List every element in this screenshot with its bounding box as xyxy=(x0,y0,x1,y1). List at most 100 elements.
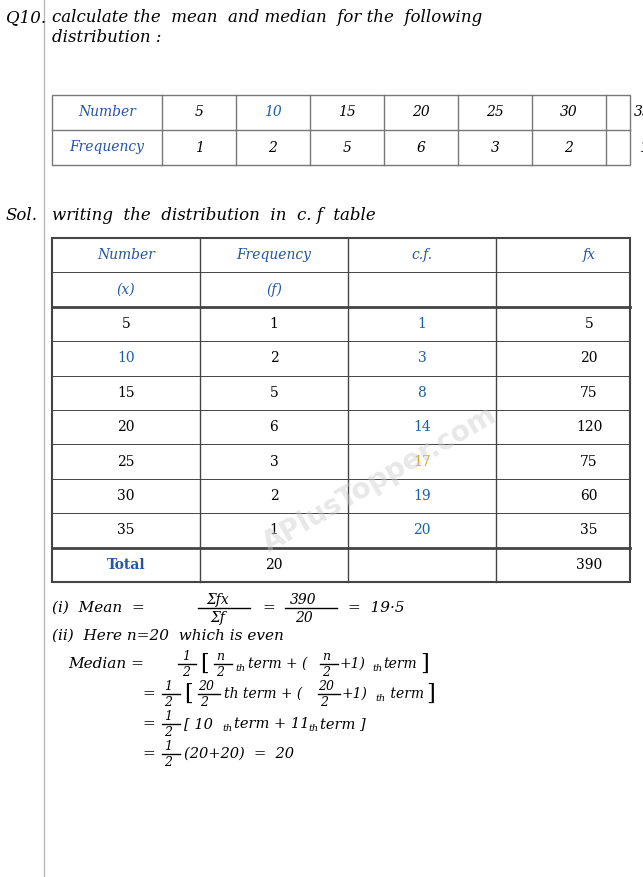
Text: 1: 1 xyxy=(164,740,172,753)
Text: 20: 20 xyxy=(198,681,214,694)
Text: th: th xyxy=(308,724,318,733)
Text: 2: 2 xyxy=(269,489,278,503)
Text: Σfx: Σfx xyxy=(206,593,229,607)
Text: 20: 20 xyxy=(413,524,431,538)
Text: 2: 2 xyxy=(565,140,574,154)
Text: 75: 75 xyxy=(580,454,598,468)
Text: Sol.: Sol. xyxy=(6,206,38,224)
Text: Total: Total xyxy=(107,558,145,572)
Text: 1: 1 xyxy=(269,317,278,331)
Text: 17: 17 xyxy=(413,454,431,468)
Text: [: [ xyxy=(184,683,193,705)
Text: ]: ] xyxy=(420,653,429,675)
Text: =  19·5: = 19·5 xyxy=(348,601,404,615)
Text: =: = xyxy=(262,601,275,615)
Text: 15: 15 xyxy=(117,386,135,400)
Text: 2: 2 xyxy=(320,695,328,709)
Text: Number: Number xyxy=(78,105,136,119)
Text: th: th xyxy=(235,664,245,673)
Bar xyxy=(52,238,630,582)
Text: n: n xyxy=(216,651,224,664)
Text: 15: 15 xyxy=(338,105,356,119)
Text: 30: 30 xyxy=(117,489,135,503)
Text: 5: 5 xyxy=(584,317,593,331)
Text: 2: 2 xyxy=(322,666,330,679)
Text: 1: 1 xyxy=(182,651,190,664)
Text: 2: 2 xyxy=(182,666,190,679)
Text: Σf: Σf xyxy=(210,611,225,625)
Text: 35: 35 xyxy=(117,524,135,538)
Text: 25: 25 xyxy=(486,105,504,119)
Text: 5: 5 xyxy=(122,317,131,331)
Text: 2: 2 xyxy=(269,352,278,366)
Text: writing  the  distribution  in  c. f  table: writing the distribution in c. f table xyxy=(52,206,376,224)
Text: Frequency: Frequency xyxy=(237,248,311,262)
Bar xyxy=(52,95,630,165)
Text: 20: 20 xyxy=(117,420,135,434)
Text: Number: Number xyxy=(97,248,155,262)
Text: 20: 20 xyxy=(295,611,312,625)
Text: 5: 5 xyxy=(195,105,203,119)
Text: 5: 5 xyxy=(343,140,352,154)
Text: 19: 19 xyxy=(413,489,431,503)
Text: =: = xyxy=(142,717,155,731)
Text: 10: 10 xyxy=(264,105,282,119)
Text: th: th xyxy=(375,694,385,703)
Text: 2: 2 xyxy=(216,666,224,679)
Text: 5: 5 xyxy=(269,386,278,400)
Text: term: term xyxy=(383,657,417,671)
Text: 3: 3 xyxy=(417,352,426,366)
Text: APlusTopper.com: APlusTopper.com xyxy=(258,402,502,559)
Text: [: [ xyxy=(200,653,209,675)
Text: 6: 6 xyxy=(269,420,278,434)
Text: ]: ] xyxy=(426,683,435,705)
Text: +1): +1) xyxy=(340,657,366,671)
Text: (f): (f) xyxy=(266,282,282,296)
Text: 1: 1 xyxy=(195,140,203,154)
Text: 35: 35 xyxy=(580,524,598,538)
Text: 25: 25 xyxy=(117,454,135,468)
Text: distribution :: distribution : xyxy=(52,30,161,46)
Text: th: th xyxy=(372,664,382,673)
Text: 2: 2 xyxy=(200,695,208,709)
Text: 2: 2 xyxy=(164,695,172,709)
Text: (20+20)  =  20: (20+20) = 20 xyxy=(184,747,294,761)
Text: 2: 2 xyxy=(164,725,172,738)
Text: 6: 6 xyxy=(417,140,426,154)
Text: 35: 35 xyxy=(634,105,643,119)
Text: 3: 3 xyxy=(491,140,500,154)
Text: (i)  Mean  =: (i) Mean = xyxy=(52,601,145,615)
Text: Median =: Median = xyxy=(68,657,144,671)
Text: [ 10: [ 10 xyxy=(184,717,213,731)
Text: 1: 1 xyxy=(417,317,426,331)
Text: 20: 20 xyxy=(580,352,598,366)
Text: 8: 8 xyxy=(417,386,426,400)
Text: calculate the  mean  and median  for the  following: calculate the mean and median for the fo… xyxy=(52,10,482,26)
Text: 1: 1 xyxy=(164,710,172,724)
Text: th term + (: th term + ( xyxy=(224,687,302,701)
Text: (ii)  Here n=20  which is even: (ii) Here n=20 which is even xyxy=(52,629,284,643)
Text: 10: 10 xyxy=(117,352,135,366)
Text: 1: 1 xyxy=(269,524,278,538)
Text: Q10.: Q10. xyxy=(6,10,46,26)
Text: 3: 3 xyxy=(269,454,278,468)
Text: n: n xyxy=(322,651,330,664)
Text: =: = xyxy=(142,687,155,701)
Text: 60: 60 xyxy=(580,489,598,503)
Text: 390: 390 xyxy=(576,558,602,572)
Text: 2: 2 xyxy=(164,755,172,768)
Text: term + 11: term + 11 xyxy=(234,717,309,731)
Text: 20: 20 xyxy=(412,105,430,119)
Text: 30: 30 xyxy=(560,105,578,119)
Text: Frequency: Frequency xyxy=(69,140,145,154)
Text: term + (: term + ( xyxy=(248,657,307,671)
Text: 2: 2 xyxy=(269,140,277,154)
Text: 390: 390 xyxy=(290,593,316,607)
Text: c.f.: c.f. xyxy=(412,248,433,262)
Text: fx: fx xyxy=(583,248,595,262)
Text: =: = xyxy=(142,747,155,761)
Text: term ]: term ] xyxy=(320,717,366,731)
Text: 20: 20 xyxy=(318,681,334,694)
Text: 20: 20 xyxy=(266,558,283,572)
Text: 120: 120 xyxy=(576,420,602,434)
